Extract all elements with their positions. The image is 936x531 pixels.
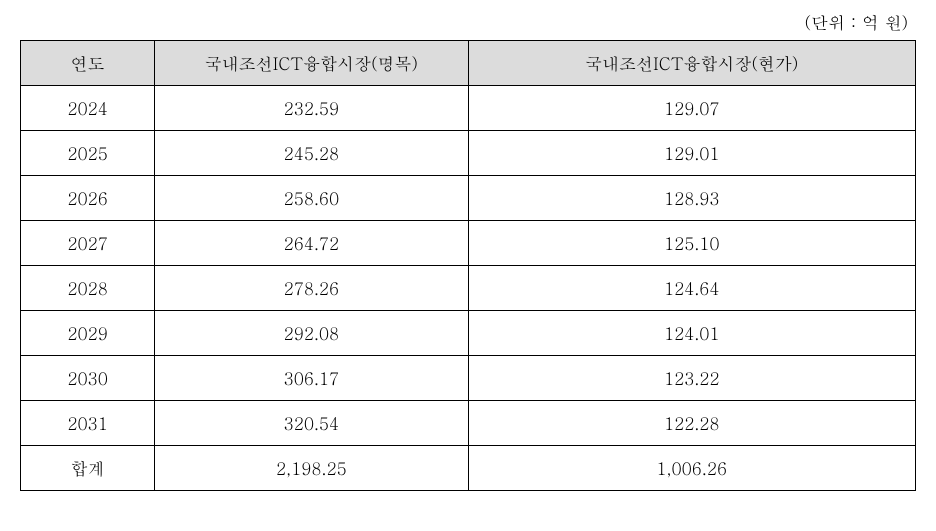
cell-year: 2028 (21, 266, 155, 311)
cell-nominal: 245.28 (155, 131, 468, 176)
cell-present: 124.01 (468, 311, 916, 356)
cell-year: 2030 (21, 356, 155, 401)
cell-present: 129.01 (468, 131, 916, 176)
cell-nominal: 320.54 (155, 401, 468, 446)
cell-year: 2024 (21, 86, 155, 131)
table-row: 2025 245.28 129.01 (21, 131, 916, 176)
table-row-total: 합계 2,198.25 1,006.26 (21, 446, 916, 491)
cell-nominal: 258.60 (155, 176, 468, 221)
cell-present: 128.93 (468, 176, 916, 221)
col-header-year: 연도 (21, 41, 155, 86)
cell-year: 2031 (21, 401, 155, 446)
cell-nominal: 306.17 (155, 356, 468, 401)
data-table: 연도 국내조선ICT융합시장(명목) 국내조선ICT융합시장(현가) 2024 … (20, 40, 916, 491)
unit-label: (단위 : 억 원) (20, 10, 916, 34)
cell-year: 2025 (21, 131, 155, 176)
col-header-nominal: 국내조선ICT융합시장(명목) (155, 41, 468, 86)
cell-year: 2026 (21, 176, 155, 221)
table-row: 2031 320.54 122.28 (21, 401, 916, 446)
cell-present: 129.07 (468, 86, 916, 131)
cell-nominal: 278.26 (155, 266, 468, 311)
cell-present: 124.64 (468, 266, 916, 311)
cell-year: 합계 (21, 446, 155, 491)
cell-nominal: 2,198.25 (155, 446, 468, 491)
table-header-row: 연도 국내조선ICT융합시장(명목) 국내조선ICT융합시장(현가) (21, 41, 916, 86)
table-row: 2027 264.72 125.10 (21, 221, 916, 266)
cell-present: 123.22 (468, 356, 916, 401)
cell-present: 1,006.26 (468, 446, 916, 491)
table-row: 2024 232.59 129.07 (21, 86, 916, 131)
cell-nominal: 264.72 (155, 221, 468, 266)
table-row: 2028 278.26 124.64 (21, 266, 916, 311)
cell-year: 2029 (21, 311, 155, 356)
table-row: 2029 292.08 124.01 (21, 311, 916, 356)
cell-year: 2027 (21, 221, 155, 266)
cell-nominal: 232.59 (155, 86, 468, 131)
cell-nominal: 292.08 (155, 311, 468, 356)
table-row: 2030 306.17 123.22 (21, 356, 916, 401)
col-header-present: 국내조선ICT융합시장(현가) (468, 41, 916, 86)
cell-present: 122.28 (468, 401, 916, 446)
cell-present: 125.10 (468, 221, 916, 266)
table-row: 2026 258.60 128.93 (21, 176, 916, 221)
